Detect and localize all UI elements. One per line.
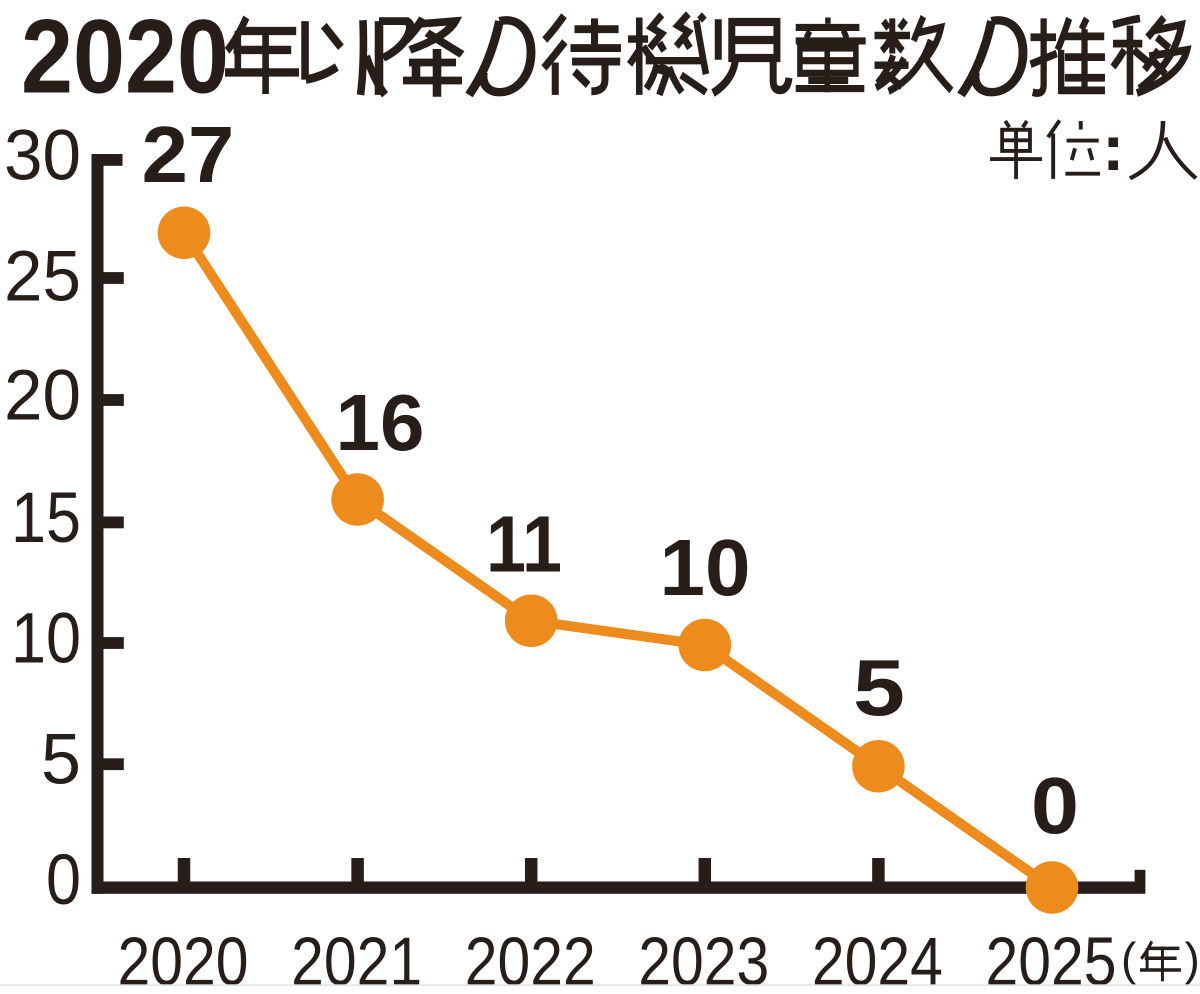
svg-text:): ) [1185,933,1200,985]
svg-text:25: 25 [4,238,81,317]
svg-text:2025: 2025 [986,923,1117,989]
svg-text:5: 5 [41,721,81,800]
svg-text:2024: 2024 [812,923,943,989]
svg-text:2020: 2020 [21,0,229,116]
svg-text:2021: 2021 [291,923,422,989]
svg-text:15: 15 [11,479,81,558]
svg-text:2023: 2023 [638,923,769,989]
svg-text:(: ( [1121,933,1137,985]
svg-text:0: 0 [1031,761,1079,850]
svg-text:5: 5 [853,643,905,732]
svg-text:2022: 2022 [465,923,596,989]
svg-text:16: 16 [336,378,425,467]
svg-text:11: 11 [486,500,562,589]
svg-text:0: 0 [46,841,81,920]
svg-text:30: 30 [4,117,81,196]
svg-text:2020: 2020 [118,923,249,989]
svg-text:10: 10 [660,523,751,612]
svg-text:10: 10 [11,600,81,679]
svg-text:20: 20 [4,357,81,436]
svg-text:27: 27 [142,110,235,199]
